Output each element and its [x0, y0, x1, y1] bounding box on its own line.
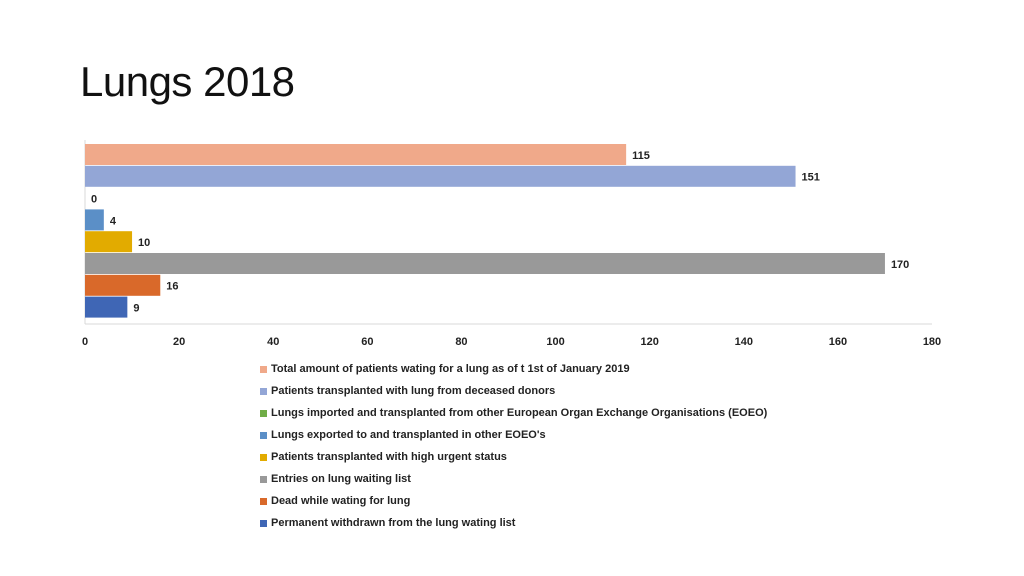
- legend-swatch: [260, 453, 267, 461]
- legend-item: Lungs imported and transplanted from oth…: [260, 402, 767, 424]
- x-tick-label: 100: [546, 336, 564, 348]
- bar: [85, 296, 128, 318]
- bar: [85, 209, 104, 231]
- x-tick-label: 0: [82, 336, 88, 348]
- legend-label: Dead while wating for lung: [271, 495, 411, 507]
- legend-label: Patients transplanted with high urgent s…: [271, 451, 507, 463]
- x-tick-label: 20: [173, 336, 185, 348]
- page-title: Lungs 2018: [80, 58, 295, 105]
- legend-item: Entries on lung waiting list: [260, 468, 767, 490]
- data-label: 16: [166, 281, 178, 293]
- legend-swatch: [260, 387, 267, 395]
- legend-label: Lungs exported to and transplanted in ot…: [271, 429, 546, 441]
- legend-label: Total amount of patients wating for a lu…: [271, 363, 630, 375]
- legend-swatch: [260, 409, 267, 417]
- x-tick-label: 140: [735, 336, 753, 348]
- data-label: 10: [138, 237, 150, 249]
- legend-label: Patients transplanted with lung from dec…: [271, 385, 556, 397]
- data-label: 0: [91, 194, 97, 206]
- bar: [85, 144, 627, 165]
- legend-label: Lungs imported and transplanted from oth…: [271, 407, 768, 419]
- x-tick-label: 120: [640, 336, 658, 348]
- legend-item: Dead while wating for lung: [260, 490, 767, 512]
- chart-legend: Total amount of patients wating for a lu…: [260, 358, 767, 534]
- x-tick-label: 180: [923, 336, 941, 348]
- data-label: 9: [133, 303, 139, 315]
- data-label: 151: [802, 172, 820, 184]
- data-label: 115: [632, 150, 650, 162]
- legend-item: Total amount of patients wating for a lu…: [260, 358, 767, 380]
- bar: [85, 274, 161, 296]
- legend-label: Permanent withdrawn from the lung wating…: [271, 517, 516, 529]
- legend-item: Lungs exported to and transplanted in ot…: [260, 424, 767, 446]
- legend-item: Patients transplanted with high urgent s…: [260, 446, 767, 468]
- legend-item: Permanent withdrawn from the lung wating…: [260, 512, 767, 534]
- bar: [85, 165, 796, 187]
- x-tick-label: 60: [361, 336, 373, 348]
- x-tick-label: 160: [829, 336, 847, 348]
- x-tick-label: 40: [267, 336, 279, 348]
- legend-swatch: [260, 475, 267, 483]
- legend-label: Entries on lung waiting list: [271, 473, 411, 485]
- legend-swatch: [260, 497, 267, 505]
- x-tick-label: 80: [455, 336, 467, 348]
- legend-item: Patients transplanted with lung from dec…: [260, 380, 767, 402]
- data-label: 170: [891, 259, 909, 271]
- legend-swatch: [260, 431, 267, 439]
- bar: [85, 253, 885, 274]
- bar: [85, 231, 133, 253]
- data-label: 4: [110, 215, 117, 227]
- legend-swatch: [260, 519, 267, 527]
- legend-swatch: [260, 365, 267, 373]
